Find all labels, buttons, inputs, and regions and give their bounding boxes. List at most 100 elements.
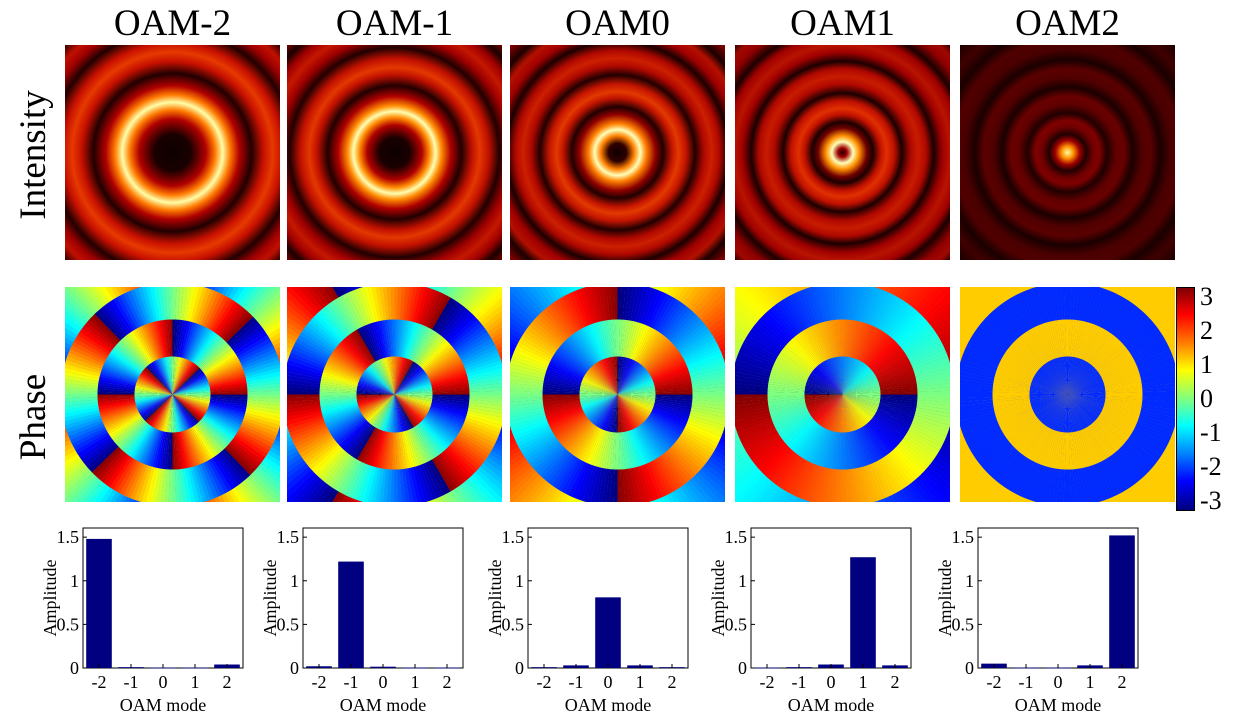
- phase-wedge: [143, 394, 173, 420]
- phase-wedge: [617, 394, 645, 422]
- phase-wedge: [617, 394, 653, 412]
- phase-wedge: [842, 384, 880, 395]
- y-tick-label: 0: [70, 658, 79, 678]
- phase-wedge: [1067, 394, 1093, 424]
- phase-wedge: [145, 394, 173, 422]
- phase-wedge: [842, 394, 879, 409]
- phase-wedge: [139, 394, 173, 415]
- phase-wedge: [841, 356, 843, 395]
- phase-wedge: [394, 357, 406, 395]
- colorbar-tick: -1: [1200, 418, 1222, 447]
- phase-wedge: [147, 394, 173, 424]
- phase-wedge: [603, 394, 618, 431]
- phase-wedge: [1067, 394, 1071, 433]
- phase-wedge: [1034, 394, 1068, 415]
- phase-wedge: [155, 394, 173, 430]
- phase-wedge: [813, 394, 843, 420]
- phase-wedge: [1067, 386, 1105, 395]
- phase-wedge: [163, 394, 173, 432]
- column-title-oam-minus-1: OAM-1: [335, 3, 454, 44]
- phase-wedge: [144, 368, 173, 395]
- phase-wedge: [814, 368, 843, 395]
- phase-wedge: [817, 394, 843, 424]
- phase-wedge: [842, 391, 881, 395]
- phase-wedge: [373, 362, 395, 395]
- y-tick-label: 1.5: [952, 527, 975, 547]
- phase-wedge: [617, 394, 633, 430]
- phase-wedge: [377, 359, 395, 395]
- phase-wedge: [1033, 376, 1068, 395]
- y-tick-label: 1: [290, 571, 299, 591]
- phase-wedge: [594, 363, 618, 395]
- phase-wedge: [806, 394, 843, 408]
- phase-wedge: [585, 372, 618, 395]
- phase-wedge: [172, 394, 195, 427]
- phase-wedge: [172, 394, 186, 431]
- phase-wedge: [150, 394, 173, 427]
- phase-wedge: [599, 360, 618, 395]
- intensity-panel-oam-0: [510, 45, 725, 260]
- phase-wedge: [147, 365, 173, 395]
- phase-wedge: [1067, 368, 1096, 395]
- phase-wedge: [172, 364, 197, 395]
- phase-wedge: [394, 393, 433, 395]
- x-tick-label: -2: [760, 672, 775, 692]
- phase-wedge: [842, 394, 860, 430]
- phase-wedge: [153, 360, 173, 395]
- phase-wedge: [842, 373, 875, 395]
- phase-wedge: [146, 366, 173, 395]
- phase-wedge: [842, 394, 855, 432]
- phase-wedge: [805, 383, 843, 395]
- phase-wedge: [1067, 394, 1090, 427]
- phase-wedge: [374, 361, 395, 395]
- phase-wedge: [617, 357, 630, 395]
- phase-wedge: [819, 394, 843, 426]
- y-axis-label: Amplitude: [260, 559, 280, 636]
- phase-wedge: [1067, 376, 1102, 395]
- phase-wedge: [154, 360, 173, 395]
- phase-wedge: [580, 385, 618, 395]
- phase-wedge: [827, 359, 843, 395]
- phase-wedge: [579, 394, 618, 396]
- phase-wedge: [813, 369, 843, 395]
- phase-wedge: [362, 394, 395, 416]
- phase-panel-oam-minus-1: [287, 287, 502, 502]
- phase-wedge: [842, 386, 880, 395]
- phase-wedge: [162, 357, 173, 395]
- phase-wedge: [172, 394, 208, 411]
- phase-wedge: [808, 394, 843, 414]
- phase-wedge: [842, 370, 873, 395]
- phase-wedge: [169, 356, 173, 395]
- phase-wedge: [361, 394, 395, 415]
- phase-wedge: [172, 370, 203, 395]
- y-tick-label: 1: [70, 571, 79, 591]
- phase-wedge: [1067, 394, 1077, 432]
- phase-wedge: [603, 358, 618, 395]
- phase-wedge: [381, 358, 395, 395]
- phase-wedge: [842, 394, 873, 419]
- phase-wedge: [617, 369, 647, 395]
- phase-wedge: [842, 363, 866, 395]
- phase-wedge: [172, 366, 199, 395]
- phase-wedge: [617, 394, 630, 432]
- phase-wedge: [617, 362, 640, 395]
- phase-wedge: [365, 394, 395, 420]
- phase-wedge: [389, 356, 395, 395]
- phase-wedge: [842, 368, 871, 395]
- phase-wedge: [1067, 380, 1104, 395]
- phase-wedge: [842, 357, 855, 395]
- phase-wedge: [842, 390, 881, 395]
- phase-wedge: [394, 385, 432, 395]
- amplitude-bar-chart-oam-0: 0 0.5 1 1.5 -2 -1 0 1 2 OAM mode Amplitude: [485, 527, 689, 715]
- phase-wedge: [381, 394, 395, 431]
- phase-wedge: [842, 394, 866, 426]
- phase-wedge: [366, 394, 395, 421]
- phase-wedge: [172, 394, 192, 429]
- phase-wedge: [583, 376, 618, 395]
- phase-wedge: [842, 394, 877, 414]
- phase-wedge: [1052, 359, 1068, 395]
- phase-wedge: [1039, 368, 1068, 395]
- intensity-panel-oam-2: [960, 45, 1175, 260]
- phase-wedge: [160, 357, 173, 395]
- phase-wedge: [365, 369, 395, 395]
